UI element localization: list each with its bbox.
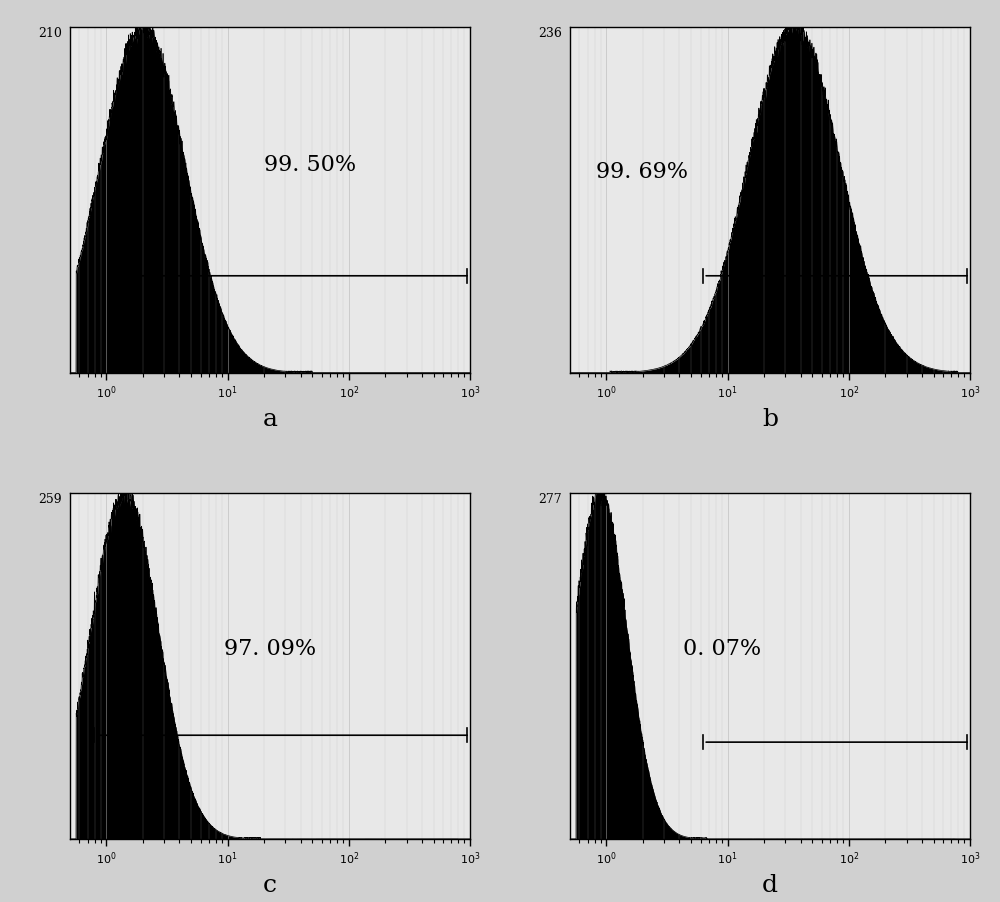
Text: 236: 236 — [538, 27, 562, 40]
X-axis label: c: c — [263, 874, 277, 897]
X-axis label: a: a — [262, 408, 278, 431]
Text: 99. 50%: 99. 50% — [264, 154, 356, 176]
Text: 259: 259 — [38, 493, 62, 506]
X-axis label: d: d — [762, 874, 778, 897]
Text: 210: 210 — [38, 27, 62, 40]
Text: 99. 69%: 99. 69% — [596, 161, 688, 183]
Text: 0. 07%: 0. 07% — [683, 638, 761, 660]
Text: 97. 09%: 97. 09% — [224, 638, 316, 660]
X-axis label: b: b — [762, 408, 778, 431]
Text: 277: 277 — [538, 493, 562, 506]
